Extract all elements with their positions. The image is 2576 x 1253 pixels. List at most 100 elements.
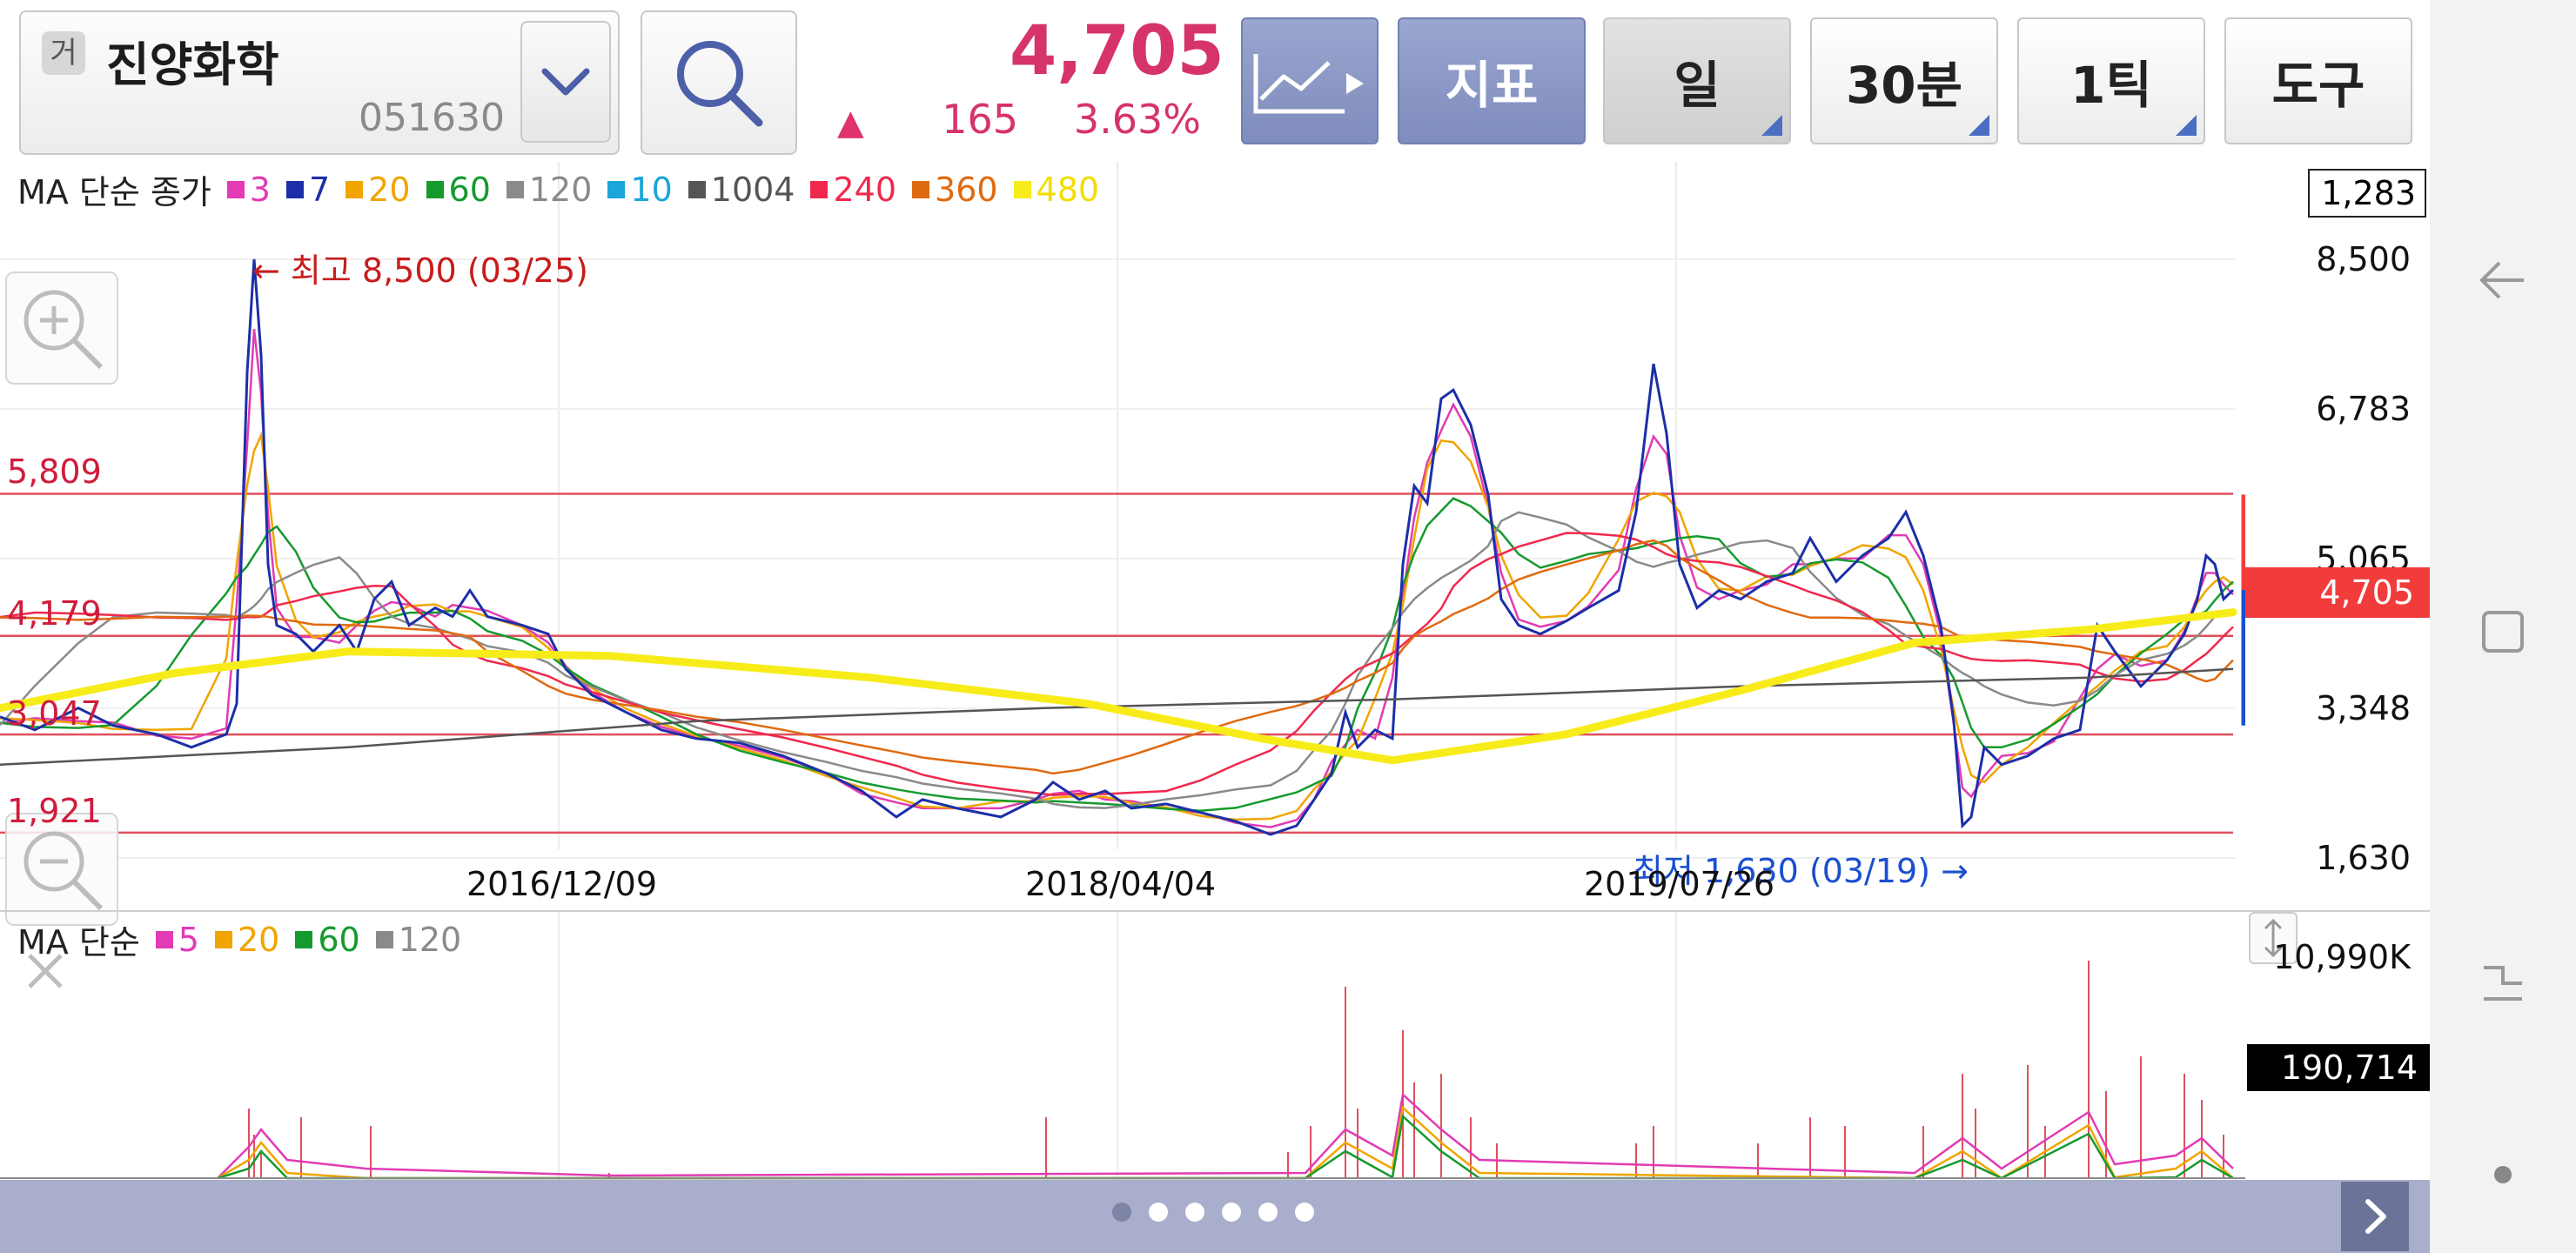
legend-label: 360: [935, 170, 998, 209]
legend-swatch: [688, 180, 706, 198]
volume-chart[interactable]: MA 단순 5 20 60 120 10,990K 190,714: [0, 912, 2430, 1180]
volume-axis-max: 10,990K: [2273, 938, 2411, 976]
price-legend-item: 480: [1013, 170, 1100, 209]
ref-line-label: 4,179: [7, 594, 102, 633]
legend-swatch: [607, 180, 626, 198]
tick-label: 1틱: [2070, 56, 2152, 115]
corner-indicator-icon: [1761, 115, 1782, 136]
price-legend-item: 240: [810, 171, 896, 209]
back-button[interactable]: [2468, 245, 2538, 315]
ma-240-line: [0, 532, 2234, 796]
price-axis-tick: 1,630: [2316, 839, 2411, 877]
toolbar: 거 진양화학 051630 4,705 ▲ 165 3.63% 지표 일 30분…: [0, 0, 2430, 162]
page-indicator[interactable]: [1112, 1203, 1314, 1222]
ma-1004-line: [0, 667, 2234, 767]
legend-swatch: [506, 180, 524, 198]
stock-dropdown-button[interactable]: [520, 21, 611, 143]
assistant-button[interactable]: [2468, 1140, 2538, 1209]
price-legend-item: 3: [226, 171, 271, 209]
ma-480-line: [0, 608, 2237, 765]
page-dot[interactable]: [1149, 1203, 1168, 1222]
period-30min-label: 30분: [1845, 56, 1963, 115]
ref-line-label: 5,809: [7, 452, 102, 491]
zoom-in-icon: [23, 290, 104, 370]
ref-line-label: 3,047: [7, 694, 102, 733]
page-dot[interactable]: [1258, 1203, 1278, 1222]
legend-swatch: [226, 180, 245, 198]
dot-icon: [2494, 1166, 2512, 1183]
zoom-out-icon: [23, 831, 104, 911]
pane-divider[interactable]: [0, 910, 2430, 912]
legend-swatch: [912, 180, 930, 198]
high-annotation: ← 최고 8,500 (03/25): [252, 251, 588, 290]
system-navigation-bar: [2430, 0, 2576, 1253]
page-dot[interactable]: [1222, 1203, 1241, 1222]
price-legend-title: MA 단순 종가: [17, 173, 211, 211]
up-arrow-icon: ▲: [837, 103, 864, 143]
price-legend-item: 7: [285, 171, 330, 209]
price-legend-item: 360: [912, 171, 998, 209]
tick-button[interactable]: 1틱: [2017, 17, 2205, 144]
page-dot[interactable]: [1112, 1203, 1131, 1222]
zoom-in-button[interactable]: [5, 271, 118, 385]
legend-swatch: [295, 930, 313, 948]
volume-legend-items: 5 20 60 120: [140, 921, 461, 959]
current-price: 4,705: [1010, 12, 1224, 90]
bottom-bar: [0, 1180, 2430, 1253]
home-button[interactable]: [2468, 597, 2538, 667]
legend-label: 480: [1036, 170, 1100, 209]
legend-swatch: [285, 180, 304, 198]
price-legend-item: 120: [506, 171, 592, 209]
volume-ma-20-line: [217, 1105, 2234, 1180]
stock-selector[interactable]: 거 진양화학 051630: [19, 10, 620, 155]
price-chart-plot[interactable]: [0, 162, 2245, 910]
tools-button[interactable]: 도구: [2224, 17, 2412, 144]
volume-legend-item: 5: [155, 920, 199, 959]
indicator-button[interactable]: 지표: [1398, 17, 1586, 144]
price-legend-item: 10: [607, 171, 673, 209]
volume-legend-title: MA 단순: [17, 923, 140, 962]
page-dot[interactable]: [1185, 1203, 1204, 1222]
chart-app: 거 진양화학 051630 4,705 ▲ 165 3.63% 지표 일 30분…: [0, 0, 2430, 1253]
home-square-icon: [2482, 611, 2524, 653]
price-axis-tick: 3,348: [2316, 689, 2411, 727]
corner-indicator-icon: [1969, 115, 1989, 136]
volume-ma-5-line: [217, 1092, 2234, 1179]
corner-indicator-icon: [2176, 115, 2197, 136]
resize-pane-button[interactable]: [2249, 912, 2298, 964]
price-line: [0, 258, 2235, 836]
price-legend-item: 1004: [688, 171, 795, 209]
close-pane-button[interactable]: [3, 929, 87, 1013]
legend-label: 20: [237, 920, 280, 959]
date-label: 2018/04/04: [1025, 865, 1217, 903]
chevron-right-icon: [2365, 1199, 2386, 1234]
price-ma-legend: MA 단순 종가 3 7 20 60 120 10 1004 240 360 480: [17, 165, 1099, 213]
next-page-button[interactable]: [2341, 1182, 2409, 1251]
price-legend-item: 60: [426, 171, 491, 209]
volume-legend-item: 60: [295, 921, 360, 959]
ref-line-label: 1,921: [7, 792, 102, 830]
stock-name: 진양화학: [106, 37, 279, 92]
line-chart-icon: [1253, 54, 1364, 114]
legend-swatch: [214, 930, 232, 948]
price-legend-item: 20: [345, 171, 411, 209]
recent-apps-button[interactable]: [2468, 948, 2538, 1018]
period-day-button[interactable]: 일: [1603, 17, 1791, 144]
vertical-resize-icon: [2264, 918, 2283, 958]
volume-legend-item: 120: [375, 921, 461, 959]
period-30min-button[interactable]: 30분: [1810, 17, 1998, 144]
legend-label: 60: [448, 170, 491, 209]
ma-360-line: [0, 539, 2234, 775]
page-dot[interactable]: [1295, 1203, 1314, 1222]
price-chart[interactable]: MA 단순 종가 3 7 20 60 120 10 1004 240 360 480 1,283 …: [0, 162, 2430, 926]
legend-swatch: [426, 180, 444, 198]
close-icon: [28, 954, 63, 988]
chart-type-button[interactable]: [1241, 17, 1379, 144]
legend-label: 5: [178, 920, 199, 959]
volume-legend-item: 20: [214, 920, 280, 959]
price-axis-tick: 8,500: [2316, 240, 2411, 278]
volume-chart-plot[interactable]: [0, 912, 2245, 1180]
search-button[interactable]: [641, 10, 797, 155]
price-axis-top-box: 1,283: [2308, 169, 2426, 218]
zoom-out-button[interactable]: [5, 813, 118, 926]
